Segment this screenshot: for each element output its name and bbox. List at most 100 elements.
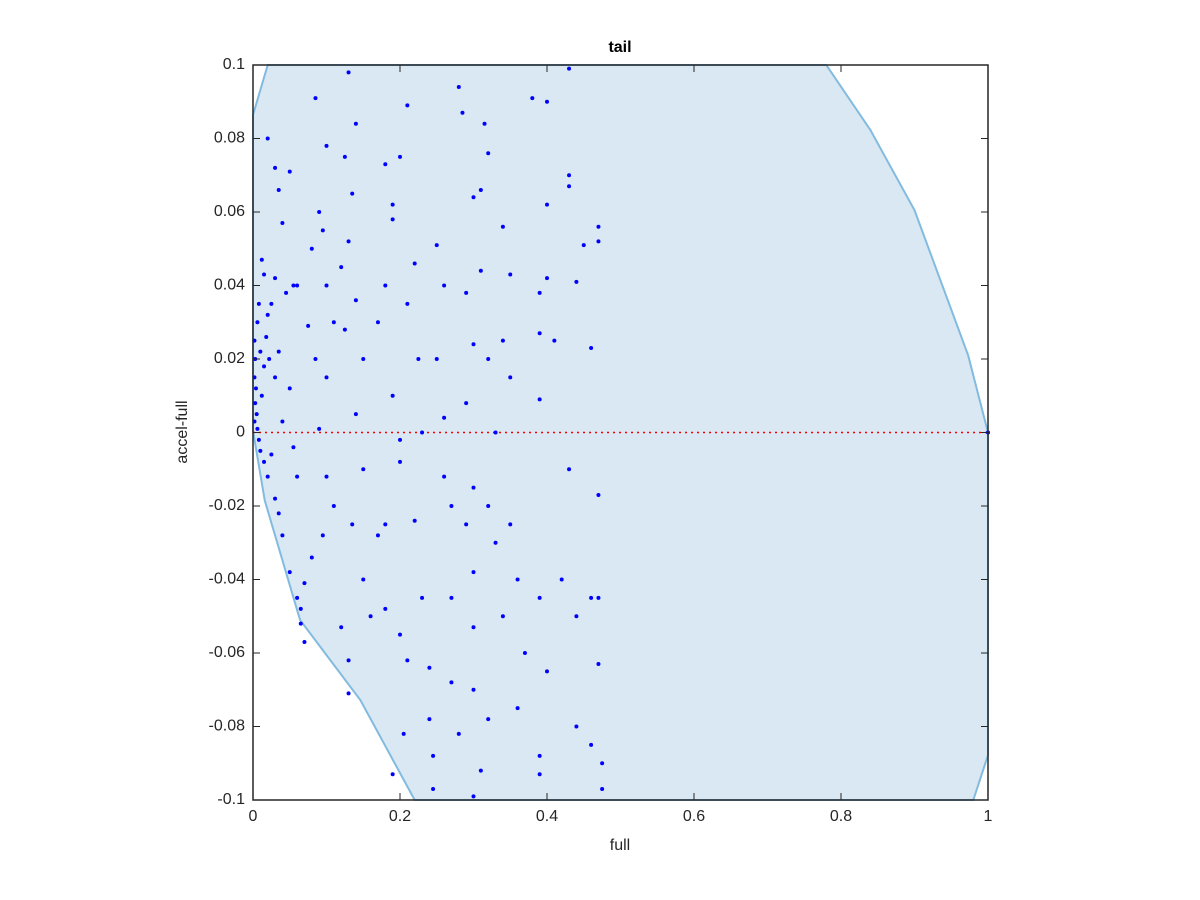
point [346,658,351,663]
point [596,239,601,244]
point [280,419,285,424]
point [508,272,513,277]
y-tick-label: 0.08 [214,130,245,147]
point [331,320,336,325]
point [269,301,274,306]
point [265,474,270,479]
point [346,70,351,75]
point [442,283,447,288]
point [350,522,355,527]
point [398,632,402,637]
point [530,96,535,101]
point [434,357,439,361]
point [581,243,586,248]
point [427,717,432,722]
point [600,786,605,791]
point [375,533,380,538]
point [545,202,549,207]
point [390,772,395,777]
point [298,621,303,626]
point [295,595,300,600]
x-tick-label: 0.2 [389,808,411,825]
point [262,272,267,277]
point [255,426,260,431]
point [574,724,579,729]
point [449,504,454,508]
point [456,85,461,90]
point [342,327,347,332]
point [464,522,469,527]
point [280,533,285,538]
x-axis-label: full [610,837,630,854]
point [537,753,542,758]
point [515,577,520,582]
point [324,474,329,479]
point [291,445,296,450]
point [442,415,447,420]
point [258,448,263,453]
point [273,165,278,170]
point [309,246,314,251]
point [276,511,281,516]
point [280,221,285,226]
y-tick-label: 0.06 [214,203,245,220]
point [276,187,281,192]
point [478,268,483,273]
point [500,614,505,619]
point [390,217,395,222]
point [390,202,395,207]
point [313,357,318,361]
point [353,298,358,303]
point [493,540,498,545]
point [567,184,572,189]
x-tick-label: 0.6 [683,808,705,825]
point [264,334,269,339]
point [545,99,549,104]
y-tick-label: 0.02 [214,350,245,367]
point [500,338,505,343]
point [253,386,258,391]
point [416,357,421,361]
point [361,467,366,472]
point [398,459,402,464]
point [342,154,347,159]
point [320,533,325,538]
point [309,555,314,560]
point [291,283,296,288]
point [255,320,260,325]
x-tick-label: 1 [984,808,993,825]
point [284,290,289,295]
point [361,577,366,582]
point [346,691,351,696]
point [383,522,388,527]
point [456,731,461,736]
point [253,401,258,406]
point [267,357,272,361]
point [298,606,303,611]
point [596,662,601,667]
point [324,143,329,148]
point [486,357,491,361]
point [471,570,476,575]
point [412,261,417,266]
x-tick-label: 0 [249,808,258,825]
point [262,459,267,464]
point [265,312,270,317]
point [464,401,469,406]
point [273,496,278,501]
point [420,430,425,435]
point [320,228,325,233]
point [276,349,281,354]
point [482,121,487,126]
point [265,136,270,141]
point [508,522,513,527]
point [537,290,542,295]
point [471,687,476,692]
point [442,474,447,479]
point [306,323,311,328]
point [256,301,261,306]
y-tick-label: 0 [236,424,245,441]
y-axis-label: accel-full [174,400,191,463]
point [346,239,351,244]
point [405,301,410,306]
